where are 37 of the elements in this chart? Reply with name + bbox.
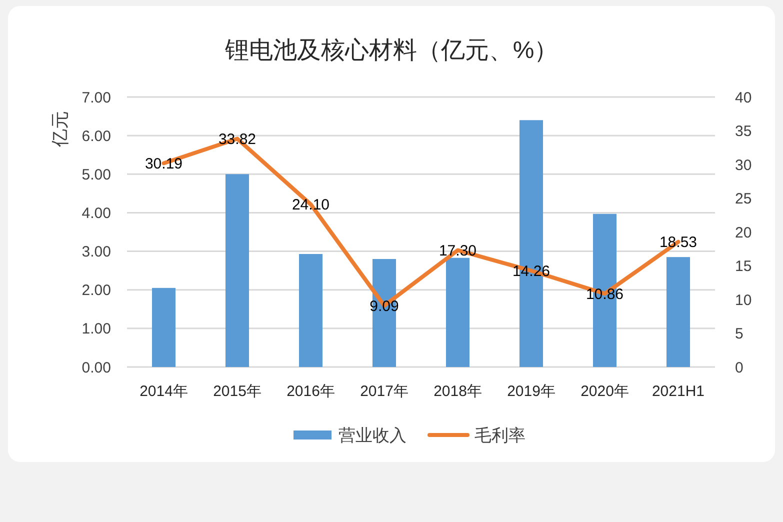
y2-tick-label: 5	[735, 326, 744, 342]
x-tick-label: 2020年	[580, 383, 629, 400]
bar	[298, 254, 323, 367]
y2-tick-label: 30	[735, 156, 752, 174]
y2-tick-label: 20	[735, 224, 752, 242]
bar	[152, 288, 176, 367]
bar	[225, 174, 250, 367]
y-axis-title: 亿元	[50, 111, 70, 148]
x-tick-label: 2014年	[140, 383, 188, 400]
y-tick-label: 0.00	[82, 359, 111, 376]
x-tick-label: 2019年	[507, 383, 556, 400]
y2-tick-label: 0	[735, 359, 744, 376]
x-tick-label: 2018年	[434, 383, 482, 400]
y2-tick-label: 40	[735, 89, 752, 106]
bar	[446, 258, 470, 367]
y-tick-label: 1.00	[82, 320, 111, 338]
y2-tick-label: 35	[735, 123, 752, 140]
data-label: 10.86	[586, 286, 624, 303]
data-label: 30.19	[144, 155, 183, 172]
y2-tick-label: 25	[735, 190, 752, 208]
x-tick-label: 2016年	[286, 383, 335, 400]
x-tick-label: 2017年	[360, 383, 408, 400]
legend-label: 毛利率	[474, 426, 526, 445]
y-tick-label: 3.00	[82, 244, 111, 261]
y2-tick-label: 15	[735, 258, 752, 275]
chart-title: 锂电池及核心材料（亿元、%）	[224, 37, 558, 64]
y-tick-label: 5.00	[82, 166, 111, 184]
y2-tick-label: 10	[735, 292, 752, 309]
y-tick-label: 4.00	[82, 204, 111, 222]
y-tick-label: 6.00	[82, 128, 111, 145]
y-tick-label: 2.00	[82, 282, 111, 300]
legend-label: 营业收入	[338, 426, 406, 445]
bar	[666, 257, 690, 367]
data-label: 14.26	[512, 262, 550, 280]
x-tick-label: 2015年	[213, 383, 262, 400]
x-tick-label: 2021H1	[652, 383, 705, 400]
y-tick-label: 7.00	[82, 89, 111, 106]
